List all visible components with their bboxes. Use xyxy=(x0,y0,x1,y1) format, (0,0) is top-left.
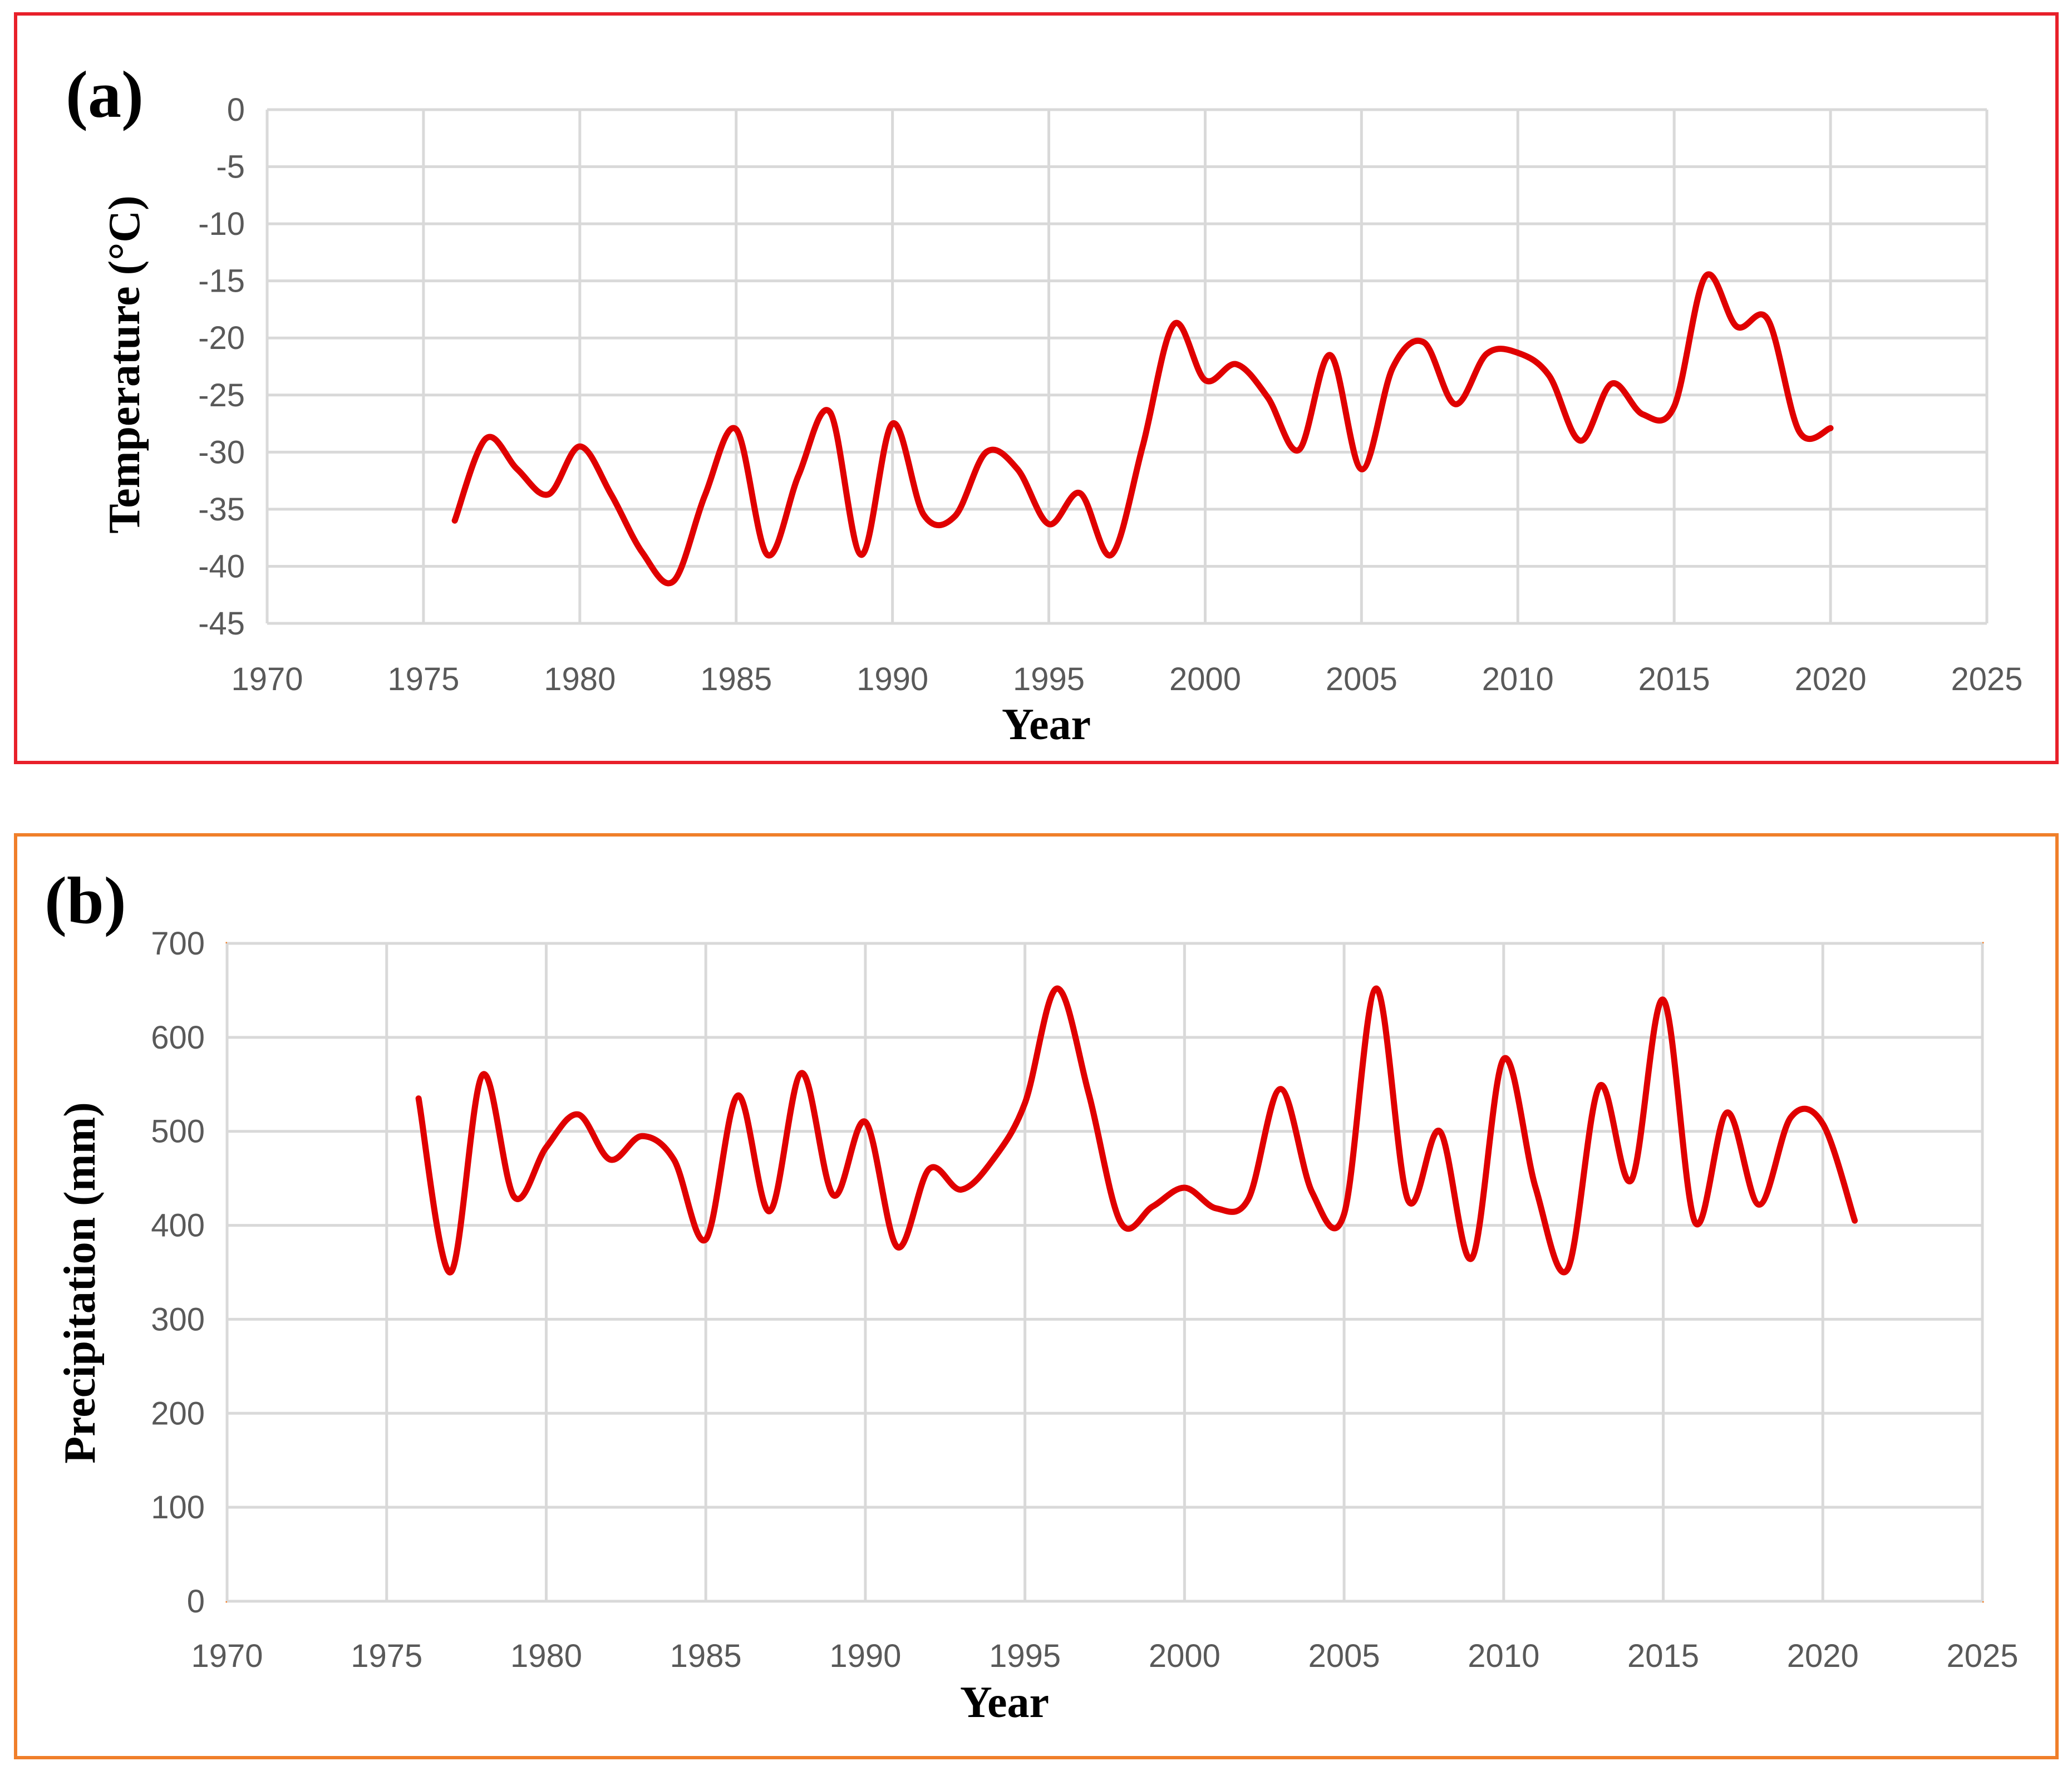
panel-a-y-axis-title: Temperature (°C) xyxy=(100,195,149,533)
b-x-tick-label: 2015 xyxy=(1627,1638,1699,1674)
a-y-tick-label: -15 xyxy=(198,263,245,299)
panel-b-y-axis-title: Precipitation (mm) xyxy=(56,1102,105,1463)
a-y-tick-label: -30 xyxy=(198,434,245,470)
b-x-tick-label: 1970 xyxy=(191,1638,263,1674)
panel-a-frame xyxy=(14,12,2059,764)
b-x-tick-label: 2005 xyxy=(1308,1638,1380,1674)
a-y-tick-label: -40 xyxy=(198,548,245,584)
panel-b-frame xyxy=(14,833,2059,1759)
panel-b-gridlines xyxy=(225,942,1984,1603)
a-x-tick-label: 1970 xyxy=(231,661,303,697)
b-y-tick-label: 500 xyxy=(151,1114,205,1150)
b-y-tick-label: 0 xyxy=(187,1583,205,1620)
b-x-tick-label: 2000 xyxy=(1149,1638,1220,1674)
a-x-tick-label: 1980 xyxy=(544,661,616,697)
a-y-tick-label: 0 xyxy=(227,92,245,128)
b-y-tick-label: 600 xyxy=(151,1020,205,1056)
a-x-tick-label: 1995 xyxy=(1013,661,1085,697)
b-x-tick-label: 2025 xyxy=(1946,1638,2018,1674)
b-y-tick-label: 300 xyxy=(151,1301,205,1337)
a-x-tick-label: 2025 xyxy=(1951,661,2022,697)
b-y-tick-label: 700 xyxy=(151,926,205,962)
a-x-tick-label: 2015 xyxy=(1638,661,1710,697)
b-x-tick-label: 1975 xyxy=(351,1638,422,1674)
a-y-tick-label: -35 xyxy=(198,491,245,528)
a-x-tick-label: 1990 xyxy=(857,661,928,697)
panel-b-x-axis-title: Year xyxy=(960,1678,1049,1727)
panel-b-label: (b) xyxy=(45,863,126,937)
a-x-tick-label: 2005 xyxy=(1326,661,1397,697)
a-y-tick-label: -25 xyxy=(198,377,245,414)
a-y-tick-label: -5 xyxy=(216,149,245,185)
b-x-tick-label: 2020 xyxy=(1787,1638,1859,1674)
a-x-tick-label: 2000 xyxy=(1169,661,1241,697)
a-x-tick-label: 2020 xyxy=(1795,661,1867,697)
panel-a-x-axis-title: Year xyxy=(1002,700,1091,749)
a-x-tick-label: 1985 xyxy=(700,661,772,697)
a-y-tick-label: -20 xyxy=(198,320,245,356)
a-x-tick-label: 2010 xyxy=(1482,661,1554,697)
panel-a-y-tick-labels: 0 -5 -10 -15 -20 -25 -30 -35 -40 -45 xyxy=(198,92,245,642)
b-y-tick-label: 400 xyxy=(151,1208,205,1244)
b-x-tick-label: 1990 xyxy=(829,1638,901,1674)
b-y-tick-label: 100 xyxy=(151,1489,205,1526)
panel-a-temperature-chart: (a) 0 -5 -10 -15 -20 -25 -30 -35 -40 -45 1970 1975… xyxy=(14,12,2059,764)
a-y-tick-label: -10 xyxy=(198,206,245,242)
a-x-tick-label: 1975 xyxy=(387,661,459,697)
b-x-tick-label: 1995 xyxy=(989,1638,1061,1674)
b-x-tick-label: 1985 xyxy=(670,1638,742,1674)
precipitation-series-line xyxy=(415,985,1858,1276)
a-y-tick-label: -45 xyxy=(198,606,245,642)
panel-a-label: (a) xyxy=(66,57,144,131)
b-x-tick-label: 1980 xyxy=(510,1638,582,1674)
panel-b-y-tick-labels: 700 600 500 400 300 200 100 0 xyxy=(151,926,205,1620)
panel-a-x-tick-labels: 1970 1975 1980 1985 1990 1995 2000 2005 2010 2015… xyxy=(231,661,2022,697)
b-y-tick-label: 200 xyxy=(151,1395,205,1431)
temperature-series-line xyxy=(451,271,1834,587)
panel-b-x-tick-labels: 1970 1975 1980 1985 1990 1995 2000 2005 2010 2015… xyxy=(191,1638,2018,1674)
b-x-tick-label: 2010 xyxy=(1468,1638,1539,1674)
panel-a-gridlines xyxy=(265,108,1989,625)
